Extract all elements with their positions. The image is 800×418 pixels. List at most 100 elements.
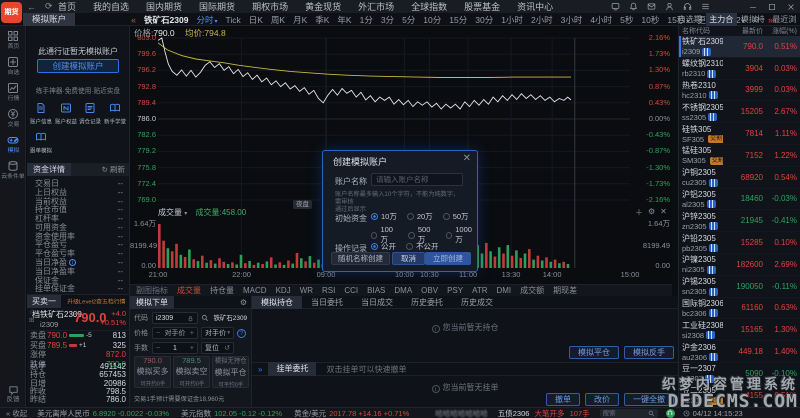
- tab-当日成交[interactable]: 当日成交: [361, 297, 393, 307]
- refresh-funds-button[interactable]: ↻ 刷新: [101, 165, 125, 174]
- follow-icon[interactable]: [35, 131, 47, 143]
- watchlist-row[interactable]: 沪铜2305 cu2305 68920 0.54%: [679, 167, 800, 189]
- home-icon[interactable]: [7, 30, 19, 42]
- indicator-WR[interactable]: WR: [299, 286, 314, 295]
- upgrade-level2-link[interactable]: 升级Level2查五档行情: [67, 299, 126, 306]
- order-settings-icon[interactable]: ⚙: [239, 297, 247, 307]
- menu-item[interactable]: 我的自选: [93, 2, 130, 12]
- indicator-ATR[interactable]: ATR: [472, 286, 488, 295]
- statusbar-quote[interactable]: 黄金/美元 2017.78 +14.16 +0.71%: [294, 408, 409, 418]
- period-item[interactable]: 30分: [475, 14, 494, 25]
- watchlist-row[interactable]: 国际铜2306 bc2306 61160 0.63%: [679, 298, 800, 320]
- grid-icon[interactable]: ⊞: [29, 317, 35, 324]
- volume-pane-select[interactable]: 成交量 ▾: [158, 208, 188, 217]
- tab-模拟持仓[interactable]: 模拟持仓: [740, 15, 765, 24]
- statusbar-quote[interactable]: 美元离岸人民币 6.8920 -0.0022 -0.03%: [37, 408, 169, 418]
- minimize-icon[interactable]: [749, 3, 757, 11]
- maximize-icon[interactable]: [768, 3, 776, 11]
- user-icon[interactable]: [665, 2, 674, 11]
- feedback-button[interactable]: 反馈: [0, 385, 26, 403]
- sim-close-button[interactable]: 模拟无持仓 模拟平仓 可平约0手: [212, 356, 249, 388]
- search-contract-icon[interactable]: [201, 314, 209, 322]
- period-item[interactable]: 年K: [337, 14, 352, 25]
- tab-自选期货[interactable]: 自选期货: [677, 15, 702, 24]
- watchlist-row[interactable]: 沪镍2305 ni2305 182600 2.69%: [679, 254, 800, 276]
- period-item[interactable]: Tick: [225, 14, 241, 25]
- indicator-期现差[interactable]: 期现差: [553, 286, 578, 295]
- watchlist-row[interactable]: 沪铝2305 al2305 18460 -0.03%: [679, 189, 800, 211]
- radio-option-500万[interactable]: 500万: [408, 225, 435, 245]
- watchlist-row[interactable]: 沪锌2305 zn2305 21945 -0.41%: [679, 210, 800, 233]
- watchlist-row[interactable]: 铁矿石2309 i2309 790.0 0.51%: [679, 36, 800, 58]
- account-name-input[interactable]: [371, 173, 463, 186]
- tab-pending-orders[interactable]: 挂单委托: [268, 362, 317, 376]
- search-input[interactable]: [602, 409, 648, 417]
- watchlist-row[interactable]: 工业硅2308 si2308 15165 1.30%: [679, 319, 800, 342]
- refresh-icon[interactable]: ⟳: [45, 1, 53, 11]
- watchlist-row[interactable]: 热卷2310 hc2310 3999 0.03%: [679, 80, 800, 102]
- favorite-icon[interactable]: ☆: [29, 309, 35, 316]
- expand-panel-icon[interactable]: »: [767, 14, 773, 25]
- collapse-chart-icon[interactable]: «: [131, 14, 137, 25]
- price-type-select[interactable]: 对手价 ▾: [201, 327, 234, 339]
- back-icon[interactable]: ←: [27, 1, 36, 12]
- create-account-button[interactable]: 创建模拟账户: [37, 59, 119, 73]
- help-icon[interactable]: ?: [237, 328, 246, 338]
- search-icon[interactable]: [648, 410, 655, 417]
- tab-主力合约[interactable]: 主力合约: [705, 13, 737, 26]
- code-input[interactable]: i2309: [152, 312, 198, 324]
- 模拟平仓-button[interactable]: 模拟平仓: [569, 346, 619, 359]
- info-icon[interactable]: i: [69, 259, 76, 267]
- school-icon[interactable]: [109, 102, 121, 114]
- period-drop-15s[interactable]: 15秒▾: [667, 14, 690, 25]
- watchlist-row[interactable]: 沪金2306 au2306 449.18 1.40%: [679, 341, 800, 363]
- ask-row[interactable]: 卖盘 790.0 -5 813: [30, 331, 126, 341]
- shortcut-新手学堂[interactable]: 新手学堂: [103, 102, 128, 128]
- reset-qty-button[interactable]: 复位 ↺: [201, 342, 234, 354]
- menu-item[interactable]: 全球指数: [411, 2, 448, 12]
- period-item[interactable]: 周K: [270, 14, 286, 25]
- watchlist-row[interactable]: 硅铁305 SF305 交割 7814 1.11%: [679, 123, 800, 145]
- quantity-stepper[interactable]: −1 +: [152, 342, 198, 354]
- radio-option-1000万[interactable]: 1000万: [445, 225, 477, 245]
- sim-sell-button[interactable]: 789.5 模拟卖空 可开约0手: [173, 356, 210, 388]
- indicator-MACD[interactable]: MACD: [243, 286, 267, 295]
- tab-当日委托[interactable]: 当日委托: [311, 297, 343, 307]
- indicator-成交额[interactable]: 成交额: [520, 286, 545, 295]
- lock-icon[interactable]: [187, 315, 194, 322]
- period-item[interactable]: 5分: [402, 14, 416, 25]
- indicator-KDJ[interactable]: KDJ: [275, 286, 291, 295]
- radio-option-公开[interactable]: 公开: [371, 241, 396, 252]
- equity-icon[interactable]: [60, 102, 72, 114]
- price-stepper[interactable]: − 对手价 +: [152, 327, 198, 339]
- sidebar-item-云条件单[interactable]: 云条件单: [0, 157, 26, 182]
- market-icon[interactable]: [7, 82, 19, 94]
- menu-item[interactable]: 国内期货: [146, 2, 183, 12]
- indicator-DMA[interactable]: DMA: [394, 286, 413, 295]
- radio-option-50万[interactable]: 50万: [442, 211, 469, 222]
- sidebar-item-交易[interactable]: 交易: [0, 105, 26, 130]
- watchlist-row[interactable]: 锰硅305 SM305 交割 7152 1.22%: [679, 145, 800, 167]
- watchlist-row[interactable]: 沪铅2305 pb2305 15285 0.10%: [679, 232, 800, 254]
- 一键全撤-button[interactable]: 一键全撤: [624, 393, 674, 406]
- 撤单-button[interactable]: 撤单: [546, 393, 580, 406]
- period-item[interactable]: 1小时: [501, 14, 523, 25]
- tab-历史委托[interactable]: 历史委托: [411, 297, 443, 307]
- period-item[interactable]: 5秒: [620, 14, 634, 25]
- menu-item[interactable]: 资讯中心: [517, 2, 554, 12]
- sim-icon[interactable]: [7, 134, 19, 146]
- period-item[interactable]: 月K: [293, 14, 308, 25]
- close-icon[interactable]: [787, 3, 795, 11]
- indicator-OBV[interactable]: OBV: [421, 286, 439, 295]
- menu-item[interactable]: 股票基金: [464, 2, 501, 12]
- 改价-button[interactable]: 改价: [585, 393, 619, 406]
- random-name-button[interactable]: 随机名称创建: [331, 252, 390, 265]
- indicator-CCI[interactable]: CCI: [344, 286, 359, 295]
- radio-option-20万[interactable]: 20万: [406, 211, 433, 222]
- period-item[interactable]: 季K: [315, 14, 330, 25]
- sidebar-item-自选[interactable]: 自选: [0, 53, 26, 78]
- period-item[interactable]: 日K: [248, 14, 263, 25]
- tab-funds-detail[interactable]: 资金详情: [27, 163, 71, 176]
- period-item[interactable]: 10分: [423, 14, 442, 25]
- period-item[interactable]: 4小时: [590, 14, 613, 25]
